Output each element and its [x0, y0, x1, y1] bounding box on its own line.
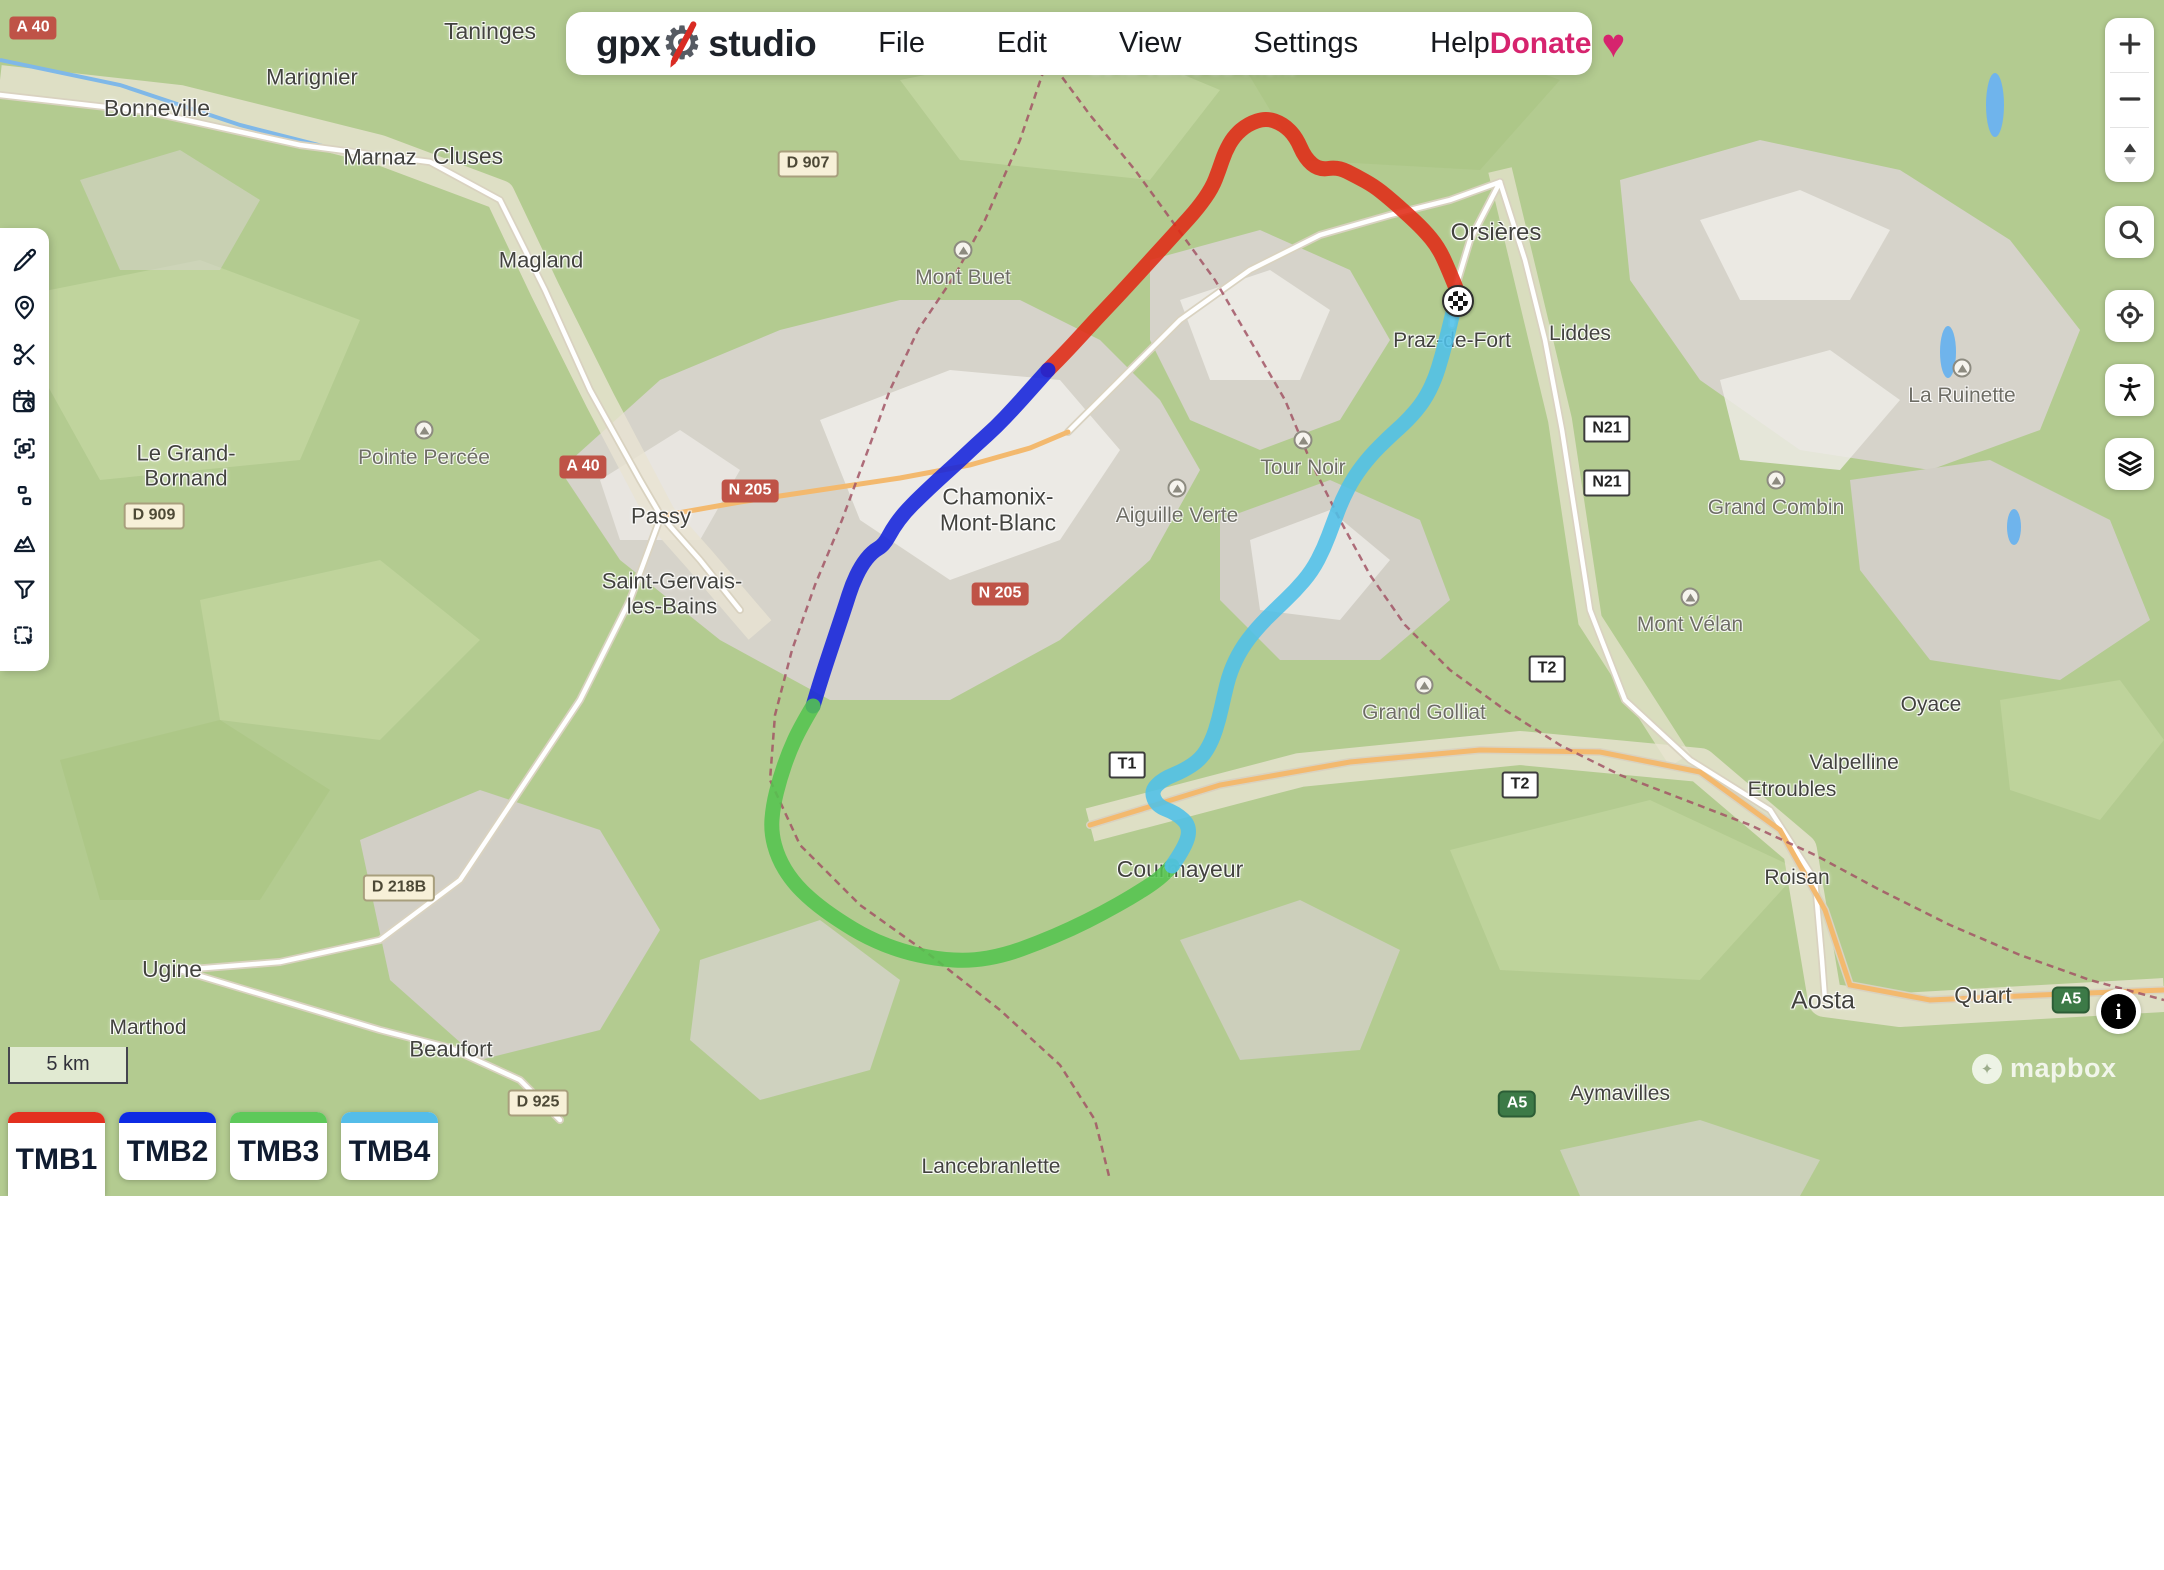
zoom-out-button[interactable] — [2105, 73, 2154, 127]
zoom-pitch-control — [2105, 18, 2154, 182]
start-finish-marker[interactable] — [1442, 285, 1474, 317]
pitch-button[interactable] — [2105, 128, 2154, 182]
select-icon — [11, 623, 38, 653]
tab-color-stripe — [230, 1112, 327, 1123]
locate-button[interactable] — [2105, 290, 2154, 342]
filter-icon — [11, 576, 38, 606]
file-tab-tmb4[interactable]: TMB4 — [341, 1112, 438, 1180]
top-menubar: gpx ⚙ studio File Edit View Settings Hel… — [566, 12, 1625, 75]
tool-elevation-button[interactable] — [0, 520, 49, 567]
search-control — [2105, 206, 2154, 258]
tool-filter-button[interactable] — [0, 567, 49, 614]
tab-label: TMB3 — [237, 1134, 320, 1168]
zoom-in-button[interactable] — [2105, 18, 2154, 72]
locate-icon — [2115, 300, 2145, 333]
mapbox-attribution[interactable]: mapbox — [1972, 1053, 2117, 1084]
zoom-out-icon — [2115, 84, 2145, 117]
donate-button[interactable]: Donate ♥ — [1489, 21, 1626, 66]
route-TMB2[interactable] — [805, 362, 1056, 714]
zoom-in-icon — [2115, 29, 2145, 62]
tab-color-stripe — [119, 1112, 216, 1123]
mapbox-icon — [1972, 1053, 2002, 1084]
menu-help[interactable]: Help — [1430, 27, 1490, 59]
route-TMB4[interactable] — [1145, 289, 1465, 874]
routes-layer — [764, 112, 1466, 968]
mapbox-wordmark: mapbox — [2010, 1053, 2117, 1083]
waypoint-icon — [11, 294, 38, 324]
scale-label: 5 km — [46, 1053, 90, 1075]
draw-icon — [11, 247, 38, 277]
file-tab-tmb2[interactable]: TMB2 — [119, 1112, 216, 1180]
map-canvas[interactable]: Parc naturel régional de la Vallée du Tr… — [0, 0, 2164, 1196]
logo-studio: studio — [708, 22, 817, 64]
menu-file[interactable]: File — [878, 27, 925, 59]
heart-icon: ♥ — [1601, 21, 1626, 66]
open-file-tabs: TMB1 TMB2 TMB3 TMB4 — [8, 1112, 438, 1196]
tab-label: TMB2 — [126, 1134, 209, 1168]
extract-icon — [11, 482, 38, 512]
layers-icon — [2115, 448, 2145, 481]
accessibility-icon — [2115, 374, 2145, 407]
route-TMB1[interactable] — [1040, 112, 1466, 378]
map-scalebar: 5 km — [8, 1047, 128, 1084]
tab-label: TMB1 — [15, 1142, 98, 1176]
tool-waypoint-button[interactable] — [0, 285, 49, 332]
crop-icon — [11, 341, 38, 371]
tool-crop-button[interactable] — [0, 332, 49, 379]
accessibility-control — [2105, 364, 2154, 416]
menu-edit[interactable]: Edit — [997, 27, 1047, 59]
locate-control — [2105, 290, 2154, 342]
accessibility-button[interactable] — [2105, 364, 2154, 416]
tool-draw-button[interactable] — [0, 238, 49, 285]
donate-label: Donate — [1489, 26, 1592, 60]
tool-select-button[interactable] — [0, 614, 49, 661]
tab-color-stripe — [8, 1112, 105, 1123]
elevation-panel: 169.96 km10338 m10307 m4.66 / 3.70 km/h3… — [0, 1196, 2164, 1570]
merge-icon — [11, 435, 38, 465]
tool-time-button[interactable] — [0, 379, 49, 426]
gear-pencil-icon: ⚙ — [662, 19, 706, 67]
time-icon — [11, 388, 38, 418]
attribution-info-button[interactable]: i — [2096, 989, 2141, 1034]
tool-merge-button[interactable] — [0, 426, 49, 473]
elevation-icon — [11, 529, 38, 559]
menu-settings[interactable]: Settings — [1253, 27, 1359, 59]
route-TMB3[interactable] — [764, 698, 1180, 968]
info-icon: i — [2101, 994, 2136, 1029]
pitch-icon — [2115, 139, 2145, 172]
tab-label: TMB4 — [348, 1134, 431, 1168]
checkered-flag-icon — [1448, 291, 1468, 311]
logo-gpx: gpx — [596, 22, 661, 64]
layers-control — [2105, 438, 2154, 490]
file-tab-tmb3[interactable]: TMB3 — [230, 1112, 327, 1180]
gpx-studio-logo[interactable]: gpx ⚙ studio — [596, 19, 817, 67]
search-button[interactable] — [2105, 206, 2154, 258]
edit-toolbar — [0, 228, 49, 671]
tab-color-stripe — [341, 1112, 438, 1123]
menu-view[interactable]: View — [1118, 27, 1182, 59]
search-icon — [2115, 216, 2145, 249]
layers-button[interactable] — [2105, 438, 2154, 490]
file-tab-tmb1[interactable]: TMB1 — [8, 1112, 105, 1196]
tool-extract-button[interactable] — [0, 473, 49, 520]
